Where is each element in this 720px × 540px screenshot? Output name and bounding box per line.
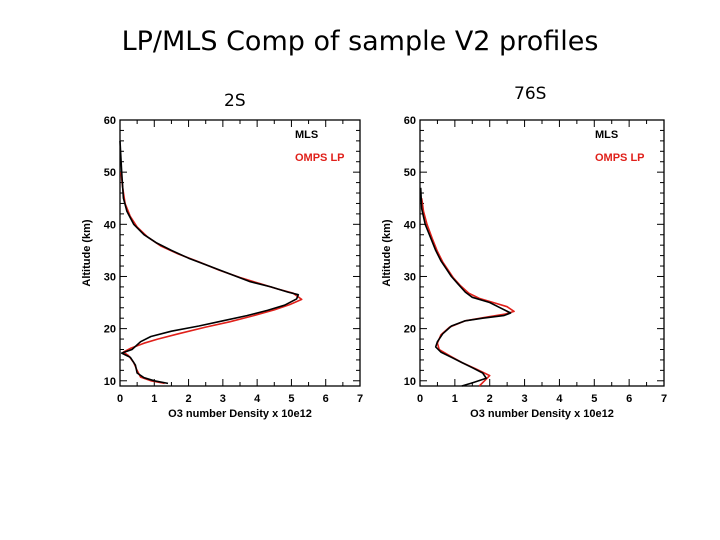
- left-x-tick-label: 4: [254, 393, 261, 405]
- right-x-tick-label: 3: [522, 393, 528, 405]
- right-legend-omps-lp: OMPS LP: [595, 152, 645, 164]
- left-x-tick-label: 6: [323, 393, 329, 405]
- panel-label-2s: 2S: [224, 91, 246, 111]
- left-x-tick-label: 7: [357, 393, 363, 405]
- slide-title: LP/MLS Comp of sample V2 profiles: [121, 26, 599, 57]
- left-y-tick-label: 30: [104, 271, 116, 283]
- left-x-tick-label: 3: [220, 393, 226, 405]
- left-x-tick-label: 0: [117, 393, 123, 405]
- right-y-tick-label: 50: [404, 167, 416, 179]
- left-y-tick-label: 20: [104, 324, 116, 336]
- right-x-tick-label: 1: [452, 393, 458, 405]
- right-y-tick-label: 60: [404, 115, 416, 127]
- right-x-tick-label: 6: [626, 393, 632, 405]
- right-x-tick-label: 2: [487, 393, 493, 405]
- right-y-tick-label: 40: [404, 219, 416, 231]
- right-y-tick-label: 30: [404, 271, 416, 283]
- left-y-tick-label: 40: [104, 219, 116, 231]
- left-x-tick-label: 2: [186, 393, 192, 405]
- right-x-tick-label: 7: [661, 393, 667, 405]
- left-series-mls: [119, 140, 300, 385]
- right-x-tick-label: 4: [556, 393, 563, 405]
- left-y-tick-label: 10: [104, 376, 116, 388]
- right-y-tick-label: 10: [404, 376, 416, 388]
- right-y-axis-title: Altitude (km): [381, 219, 393, 287]
- left-y-axis-title: Altitude (km): [81, 219, 93, 287]
- left-x-axis-title: O3 number Density x 10e12: [168, 408, 312, 420]
- left-y-tick-label: 60: [104, 115, 116, 127]
- left-y-tick-label: 50: [104, 167, 116, 179]
- right-series-mls: [419, 187, 512, 387]
- right-x-tick-label: 5: [591, 393, 597, 405]
- left-legend-omps-lp: OMPS LP: [295, 152, 345, 164]
- left-x-tick-label: 1: [151, 393, 157, 405]
- left-legend-mls: MLS: [295, 129, 318, 141]
- right-x-tick-label: 0: [417, 393, 423, 405]
- right-series-omps-lp: [420, 198, 515, 387]
- right-y-tick-label: 20: [404, 324, 416, 336]
- right-legend-mls: MLS: [595, 129, 618, 141]
- left-x-tick-label: 5: [288, 393, 294, 405]
- panel-label-76s: 76S: [514, 84, 547, 104]
- left-series-omps-lp: [120, 172, 303, 385]
- right-x-axis-title: O3 number Density x 10e12: [470, 408, 614, 420]
